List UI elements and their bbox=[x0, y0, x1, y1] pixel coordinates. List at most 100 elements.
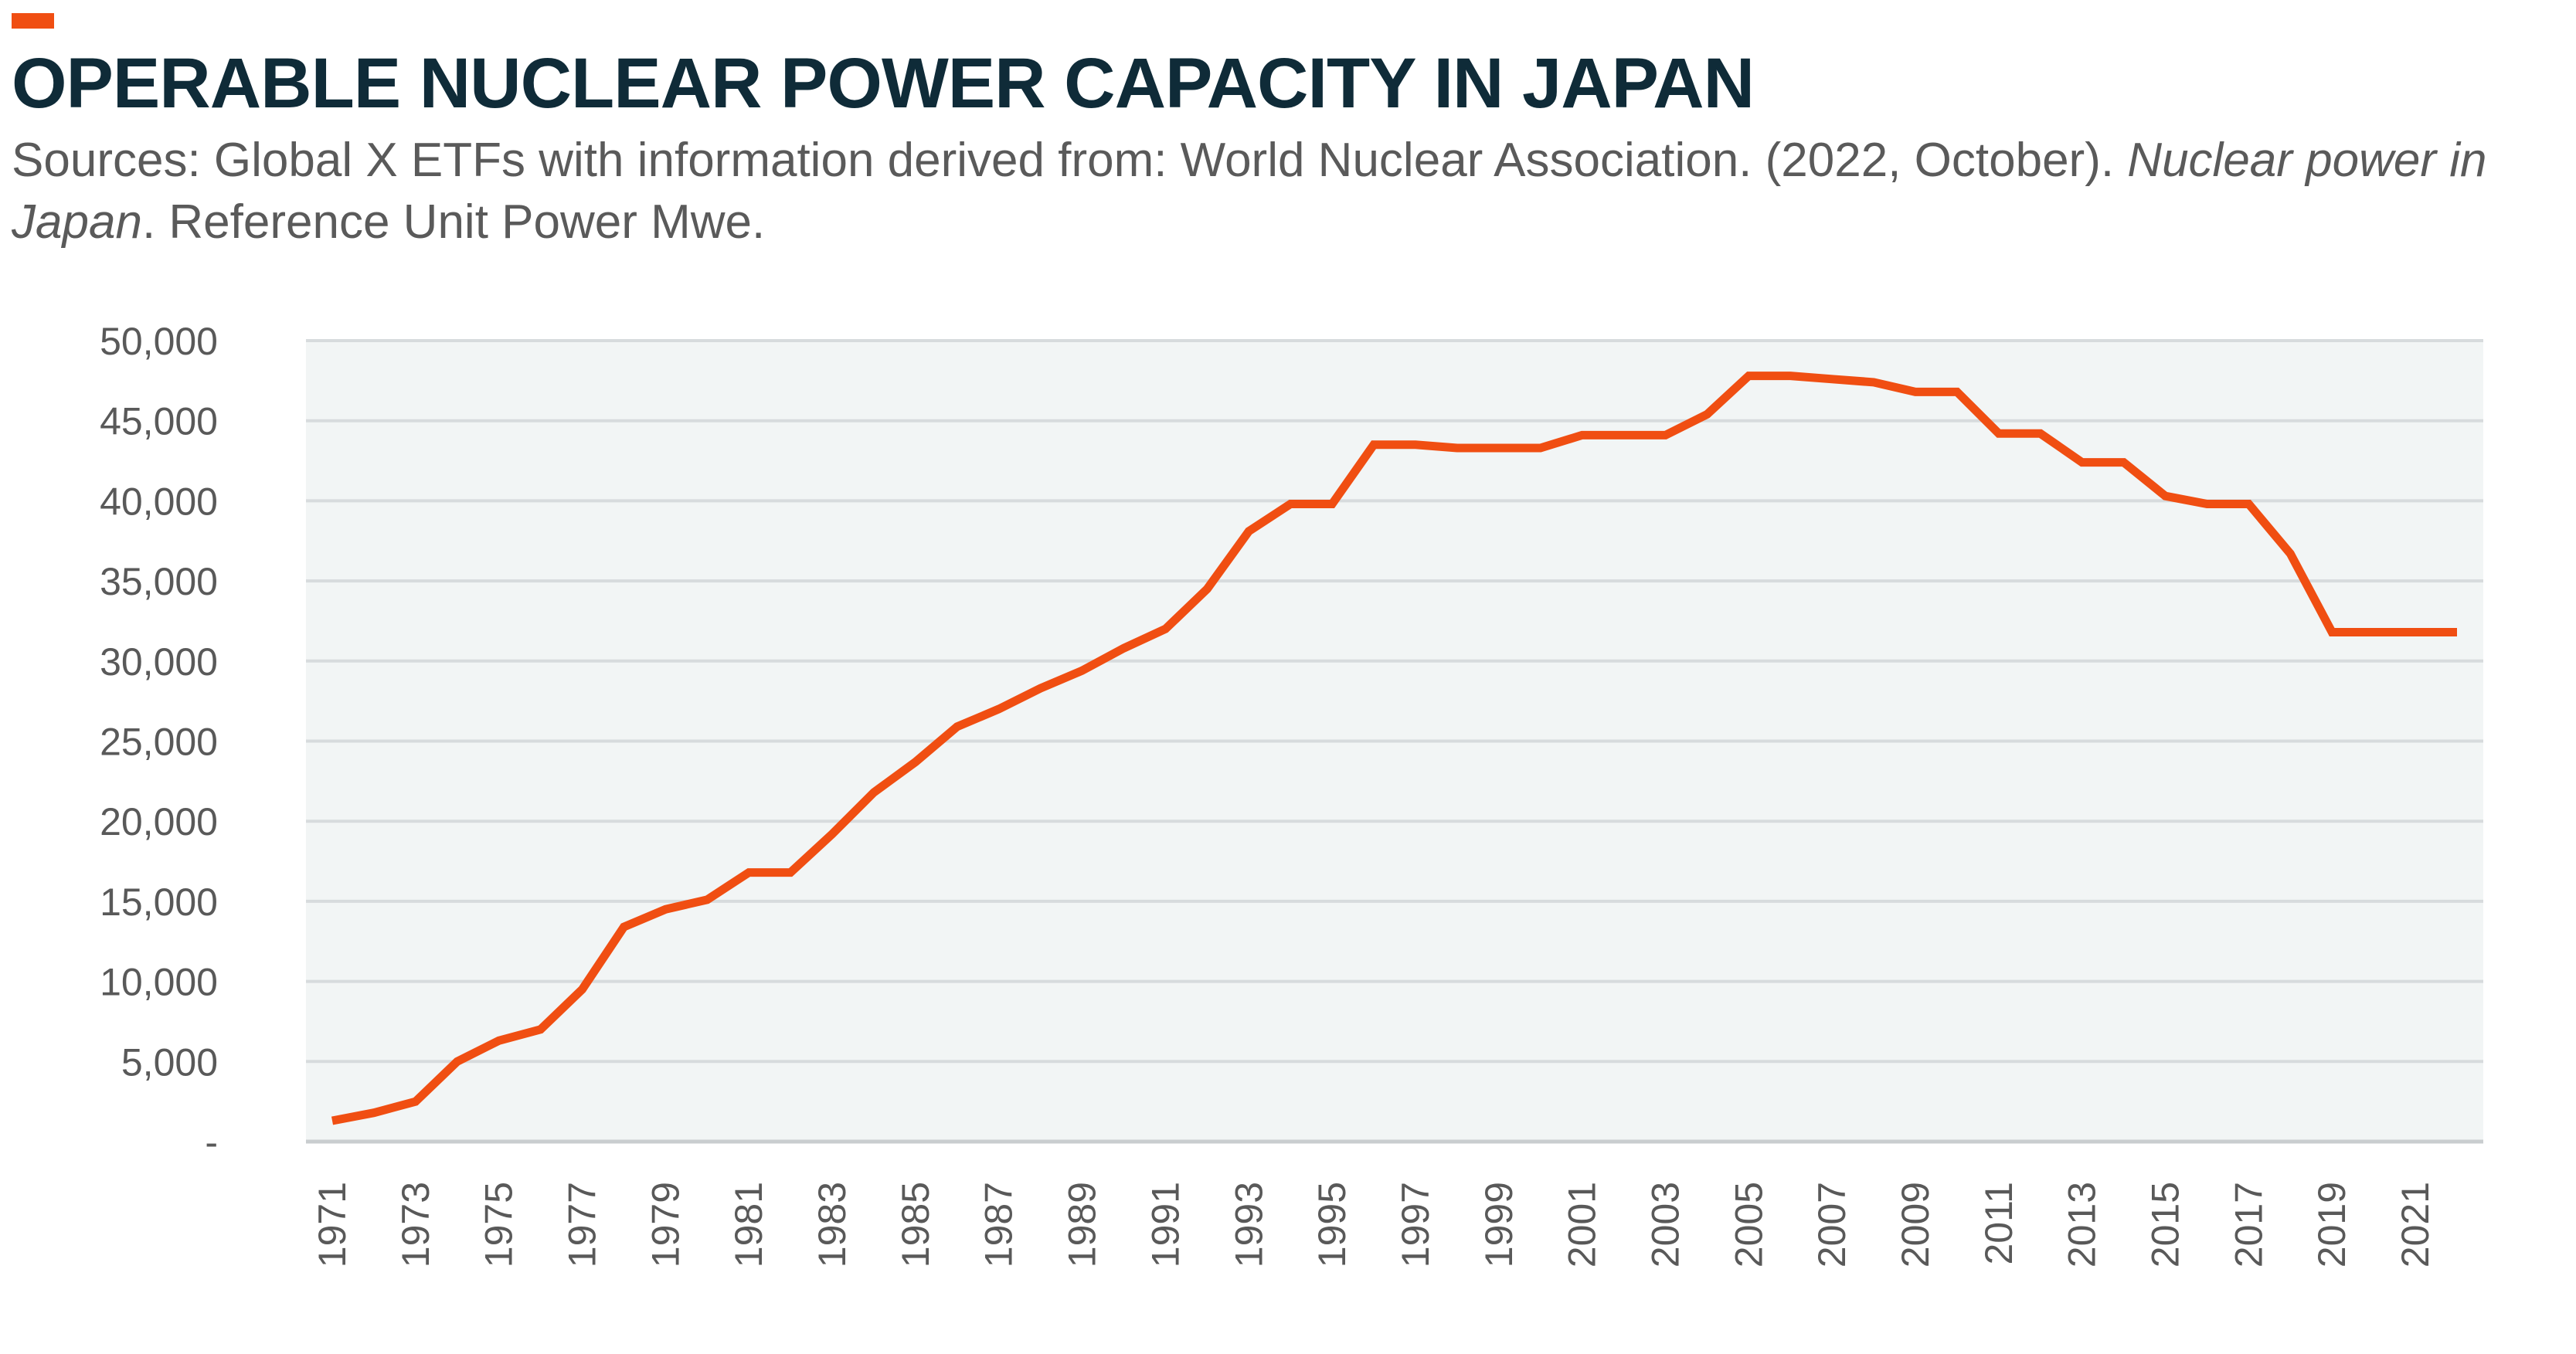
data-point bbox=[537, 1026, 545, 1033]
x-tick-label: 1997 bbox=[1394, 1182, 1437, 1267]
x-tick-label: 2017 bbox=[2227, 1182, 2270, 1267]
data-point bbox=[1203, 585, 1211, 592]
x-tick-label: 2001 bbox=[1561, 1182, 1604, 1267]
y-tick-label: 5,000 bbox=[121, 1040, 218, 1084]
x-tick-label: 1989 bbox=[1061, 1182, 1104, 1267]
x-tick-label: 1977 bbox=[561, 1182, 604, 1267]
x-tick-label: 2021 bbox=[2394, 1182, 2437, 1267]
data-point bbox=[1620, 431, 1628, 439]
x-tick-label: 2015 bbox=[2144, 1182, 2187, 1267]
x-tick-label: 1973 bbox=[394, 1182, 437, 1267]
data-point bbox=[912, 758, 919, 765]
data-point bbox=[620, 923, 627, 931]
data-point bbox=[1786, 372, 1794, 380]
x-tick-label: 1999 bbox=[1477, 1182, 1521, 1267]
x-tick-label: 1983 bbox=[811, 1182, 854, 1267]
data-point bbox=[2453, 628, 2461, 636]
y-tick-label: 45,000 bbox=[100, 400, 218, 443]
x-tick-label: 2007 bbox=[1810, 1182, 1854, 1267]
data-point bbox=[1412, 441, 1419, 449]
x-tick-label: 1993 bbox=[1227, 1182, 1270, 1267]
data-point bbox=[2245, 501, 2252, 508]
x-tick-label: 1985 bbox=[894, 1182, 937, 1267]
data-point bbox=[495, 1037, 503, 1044]
x-axis-tick-labels: 1971 1973 1975 1977 1979 1981 1983 1985 1987 1989… bbox=[311, 1182, 2437, 1267]
x-tick-label: 2019 bbox=[2310, 1182, 2353, 1267]
data-point bbox=[1286, 501, 1294, 508]
data-point bbox=[1370, 441, 1378, 449]
data-point bbox=[1828, 375, 1836, 383]
data-point bbox=[1453, 444, 1461, 452]
data-point bbox=[412, 1098, 420, 1105]
data-point bbox=[2328, 628, 2336, 636]
data-point bbox=[1912, 388, 1919, 395]
data-point bbox=[2037, 429, 2044, 437]
data-point bbox=[2286, 550, 2294, 558]
x-tick-label: 2009 bbox=[1894, 1182, 1937, 1267]
data-point bbox=[995, 705, 1003, 713]
x-tick-label: 2005 bbox=[1727, 1182, 1770, 1267]
y-tick-label: 10,000 bbox=[100, 961, 218, 1004]
data-point bbox=[703, 896, 711, 904]
data-point bbox=[2162, 492, 2170, 500]
data-point bbox=[2120, 459, 2128, 467]
source-publication-title: Nuclear power in Japan bbox=[12, 134, 2487, 249]
y-tick-label: 25,000 bbox=[100, 721, 218, 764]
chart-title: OPERABLE NUCLEAR POWER CAPACITY IN JAPAN bbox=[12, 44, 1755, 123]
y-tick-label: 20,000 bbox=[100, 800, 218, 843]
y-tick-label: 50,000 bbox=[100, 320, 218, 363]
y-axis-tick-labels: - 5,000 10,000 15,000 20,000 25,000 30,000 35,0… bbox=[100, 320, 218, 1164]
accent-bar bbox=[12, 13, 54, 29]
y-tick-label: 30,000 bbox=[100, 640, 218, 684]
chart-source-note: Sources: Global X ETFs with information … bbox=[12, 130, 2561, 253]
y-tick-label: 15,000 bbox=[100, 881, 218, 924]
y-tick-label: - bbox=[205, 1121, 218, 1164]
data-point bbox=[1120, 644, 1128, 652]
source-text: Sources: Global X ETFs with information … bbox=[12, 134, 2128, 187]
data-point bbox=[1995, 429, 2003, 437]
x-tick-label: 1995 bbox=[1310, 1182, 1354, 1267]
x-tick-label: 2003 bbox=[1643, 1182, 1687, 1267]
data-point bbox=[1661, 431, 1669, 439]
x-tick-label: 2013 bbox=[2061, 1182, 2104, 1267]
source-text-suffix: . Reference Unit Power Mwe. bbox=[141, 195, 766, 249]
y-tick-label: 35,000 bbox=[100, 560, 218, 603]
data-point bbox=[1245, 528, 1252, 535]
data-point bbox=[2203, 501, 2211, 508]
data-point bbox=[661, 905, 669, 913]
x-tick-label: 1991 bbox=[1144, 1182, 1187, 1267]
data-point bbox=[1495, 444, 1503, 452]
x-tick-label: 1981 bbox=[727, 1182, 770, 1267]
series-group bbox=[328, 372, 2461, 1125]
data-point bbox=[1161, 625, 1169, 633]
x-tick-label: 1975 bbox=[477, 1182, 521, 1267]
y-tick-label: 40,000 bbox=[100, 480, 218, 523]
data-point bbox=[870, 789, 878, 796]
data-point bbox=[370, 1109, 378, 1117]
data-point bbox=[1745, 372, 1752, 380]
x-tick-label: 1971 bbox=[311, 1182, 354, 1267]
data-point bbox=[1079, 667, 1086, 674]
x-tick-label: 1979 bbox=[644, 1182, 687, 1267]
x-tick-label: 2011 bbox=[1977, 1182, 2020, 1265]
data-point bbox=[1870, 378, 1878, 386]
data-point bbox=[828, 830, 836, 838]
data-point bbox=[787, 869, 794, 877]
data-point bbox=[1953, 388, 1961, 395]
data-point bbox=[953, 723, 961, 731]
data-point bbox=[1328, 501, 1336, 508]
data-point bbox=[2370, 628, 2377, 636]
data-point bbox=[1703, 410, 1711, 418]
data-point bbox=[1537, 444, 1545, 452]
data-point bbox=[1037, 684, 1045, 692]
series-line bbox=[331, 372, 2457, 1125]
data-point bbox=[2411, 628, 2419, 636]
data-point bbox=[579, 986, 586, 993]
gridlines bbox=[306, 339, 2483, 1064]
data-point bbox=[1579, 431, 1586, 439]
data-point bbox=[328, 1117, 336, 1125]
data-point bbox=[2078, 459, 2086, 467]
data-point bbox=[454, 1057, 461, 1065]
data-point bbox=[745, 869, 753, 877]
